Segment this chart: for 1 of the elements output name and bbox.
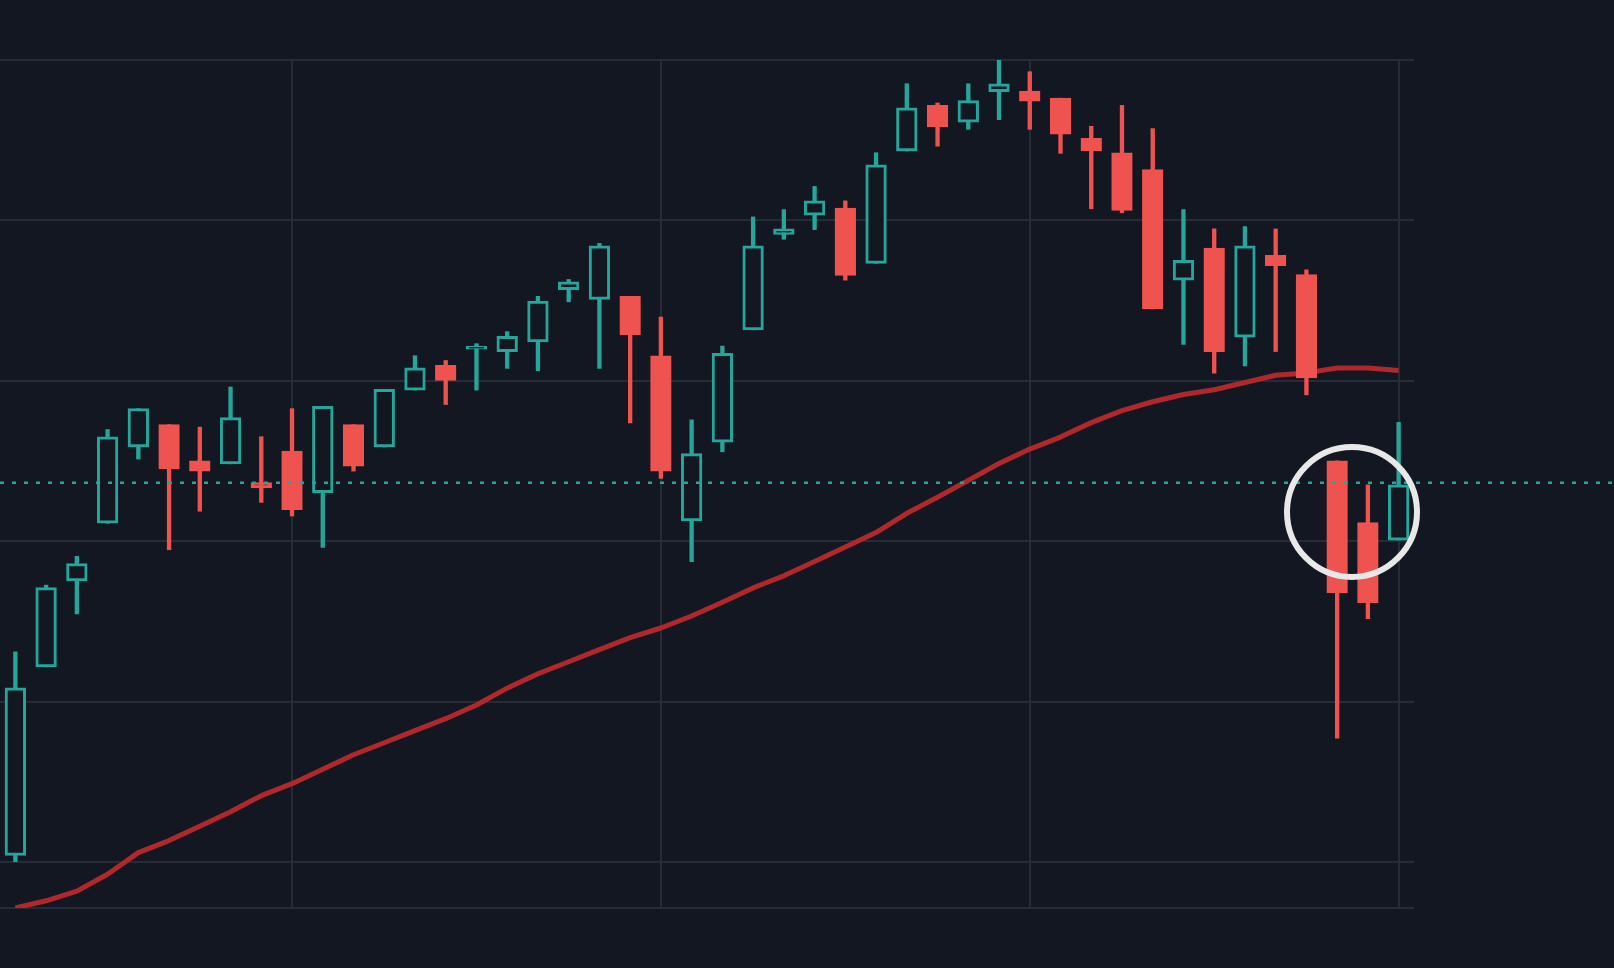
candlestick [1172, 209, 1195, 345]
